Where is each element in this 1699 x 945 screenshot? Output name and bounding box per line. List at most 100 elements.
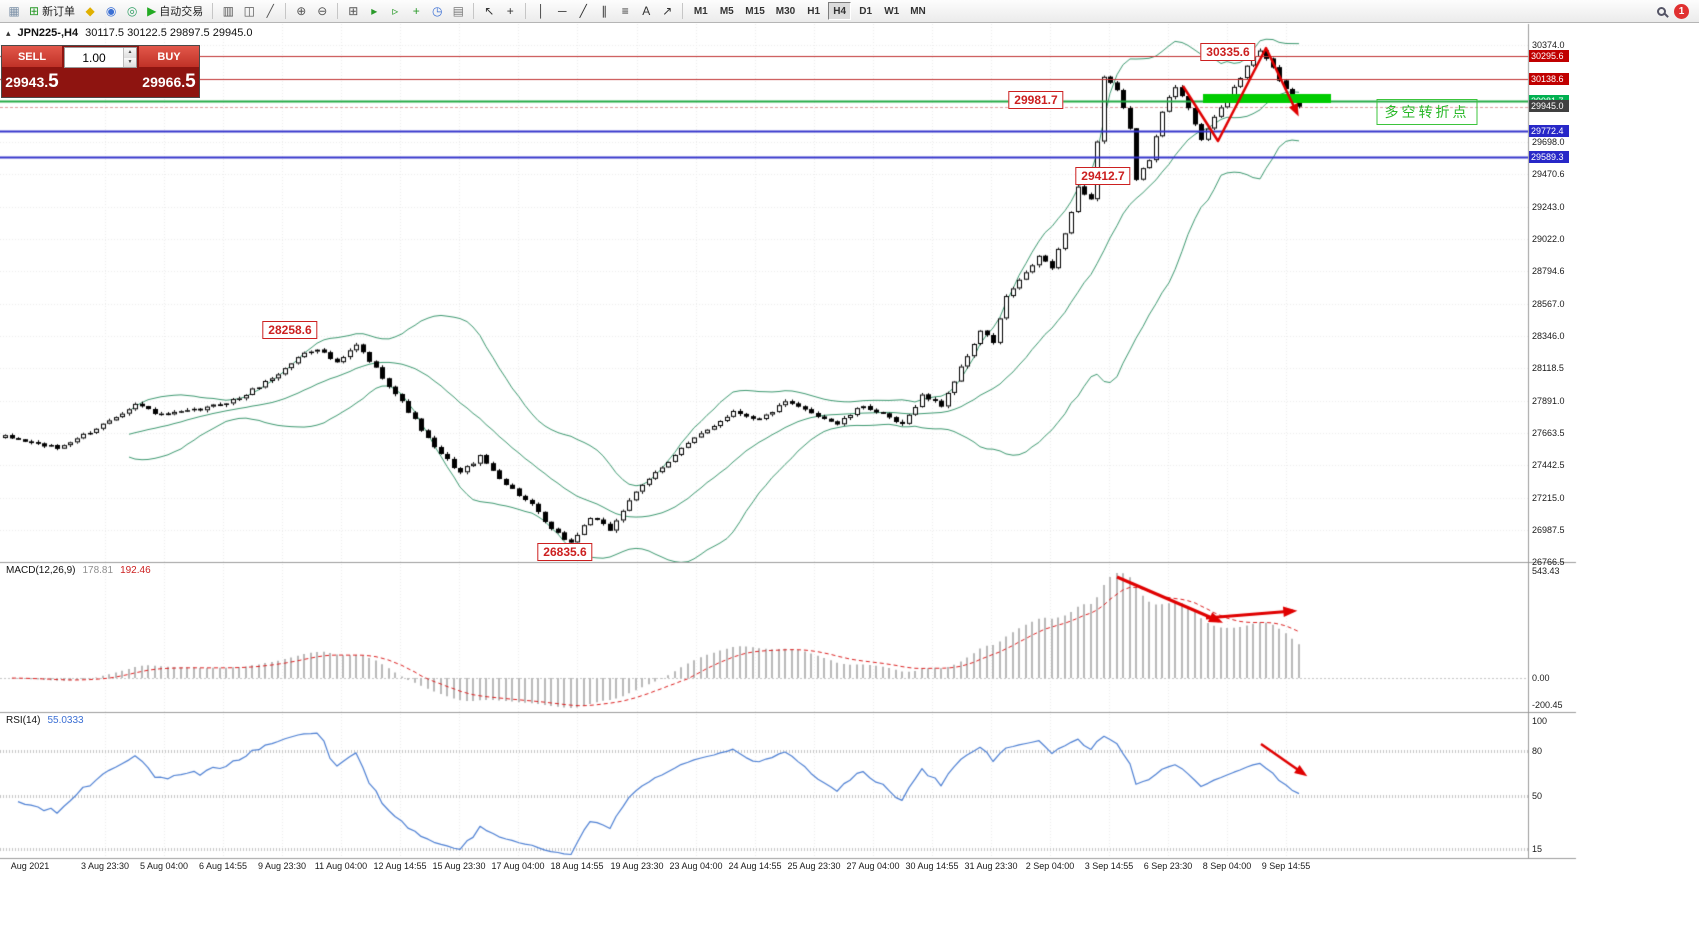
price-axis-label: 28794.6 (1532, 266, 1565, 276)
bar-chart-type-button[interactable]: ▥ (218, 2, 238, 21)
time-axis-label: 11 Aug 04:00 (314, 861, 368, 871)
time-axis-label: 17 Aug 04:00 (491, 861, 545, 871)
volume-down-button[interactable]: ▼ (124, 57, 136, 67)
price-tag-29589.3: 29589.3 (1529, 151, 1569, 163)
symbol-info: ▴ JPN225-,H4 30117.5 30122.5 29897.5 299… (6, 27, 252, 39)
fibonacci-button[interactable]: ≡ (615, 2, 635, 21)
new-order-button-label: 新订单 (42, 6, 76, 18)
channel-button[interactable]: ∥ (594, 2, 614, 21)
magnifier-icon (1656, 6, 1666, 16)
chart-symbol-icon: ▴ (6, 27, 11, 38)
volume-input[interactable] (65, 48, 123, 67)
new-order-button[interactable]: ⊞ 新订单 (25, 2, 79, 21)
timeframe-w1-button[interactable]: W1 (884, 5, 900, 17)
rsi-axis-label: 80 (1532, 746, 1543, 756)
autotrading-button-icon: ▶ (147, 4, 157, 18)
price-axis-label: 27663.5 (1532, 428, 1565, 438)
vertical-line-button[interactable]: │ (531, 2, 551, 21)
rsi-label-row: RSI(14) 55.0333 (6, 715, 84, 726)
chart-canvas[interactable] (0, 0, 1699, 880)
templates-button[interactable]: ▤ (448, 2, 468, 21)
cursor-button-icon: ↖ (484, 4, 495, 18)
toolbar-separator (682, 3, 684, 19)
new-order-button-icon: ⊞ (29, 4, 40, 18)
periods-button-icon: ◷ (432, 4, 443, 18)
timeframe-m30-button[interactable]: M30 (775, 5, 796, 17)
price-axis-label: 29470.6 (1532, 169, 1565, 179)
notification-badge[interactable]: 1 (1674, 3, 1689, 19)
price-callout-label[interactable]: 26835.6 (537, 543, 593, 561)
price-axis-label: 28118.5 (1532, 363, 1564, 373)
zoom-out-button[interactable]: ⊖ (312, 2, 332, 21)
price-callout-label[interactable]: 28258.6 (262, 321, 318, 339)
timeframe-m5-button[interactable]: M5 (719, 5, 734, 17)
rsi-value: 55.0333 (47, 715, 84, 726)
line-chart-type-button-icon: ╱ (266, 4, 274, 18)
timeframe-h1-button[interactable]: H1 (807, 5, 821, 17)
sell-price-frac: 5 (48, 71, 59, 92)
timeframe-h4-button[interactable]: H4 (828, 2, 852, 20)
toolbar: ▦ ⊞ 新订单 ◆ ◉ ◎ ▶ 自动交易 ▥ ◫ ╱ ⊕ ⊖ ⊞ ▸ ▹ + ◷ ▤ ↖ + │ ─ ╱ ∥ ≡ A ↗ M1 M5 M15… (0, 0, 1699, 23)
price-axis-label: 28567.0 (1532, 299, 1565, 309)
sell-button[interactable]: SELL 29943. 5 (2, 46, 62, 97)
time-axis-label: 6 Aug 14:55 (198, 861, 248, 871)
arrows-button-icon: ↗ (662, 4, 673, 18)
price-axis-label: 29698.0 (1532, 137, 1565, 147)
time-axis-label: 30 Aug 14:55 (905, 861, 959, 871)
timeframe-mn-button[interactable]: MN (910, 5, 926, 17)
metaeditor-button[interactable]: ◆ (80, 2, 100, 21)
candlestick-chart-type-button-icon: ◫ (243, 4, 255, 18)
price-callout-label[interactable]: 30335.6 (1200, 43, 1256, 61)
trendline-button[interactable]: ╱ (573, 2, 593, 21)
arrows-button[interactable]: ↗ (657, 2, 677, 21)
market-watch-button[interactable]: ◉ (101, 2, 121, 21)
volume-field: ▲ ▼ (62, 46, 139, 97)
timeframe-d1-button[interactable]: D1 (859, 5, 873, 17)
community-button[interactable]: ◎ (122, 2, 142, 21)
price-callout-label[interactable]: 29412.7 (1075, 167, 1131, 185)
tile-windows-button[interactable]: ⊞ (343, 2, 363, 21)
macd-signal-value: 192.46 (120, 565, 151, 576)
time-axis-label: 12 Aug 14:55 (373, 861, 427, 871)
autotrading-button[interactable]: ▶ 自动交易 (143, 2, 207, 21)
zoom-in-button[interactable]: ⊕ (291, 2, 311, 21)
templates-button-icon: ▤ (452, 4, 464, 18)
time-axis-label: 8 Sep 04:00 (1202, 861, 1252, 871)
zoom-out-button-icon: ⊖ (317, 4, 328, 18)
price-axis-label: 26987.5 (1532, 525, 1565, 535)
indicators-button-icon: + (412, 4, 420, 18)
periods-button[interactable]: ◷ (427, 2, 447, 21)
community-button-icon: ◎ (126, 4, 138, 18)
buy-button[interactable]: BUY 29966. 5 (139, 46, 199, 97)
volume-up-button[interactable]: ▲ (124, 48, 136, 58)
time-axis-label: 3 Aug 23:30 (80, 861, 130, 871)
candlestick-chart-type-button[interactable]: ◫ (239, 2, 259, 21)
timeframe-m15-button[interactable]: M15 (745, 5, 765, 17)
buy-price-frac: 5 (185, 71, 196, 92)
price-tag-30295.6: 30295.6 (1529, 50, 1569, 62)
rsi-axis-label: 100 (1532, 716, 1548, 726)
line-chart-type-button[interactable]: ╱ (260, 2, 280, 21)
chart-shift-button-icon: ▹ (392, 4, 399, 18)
text-button[interactable]: A (636, 2, 656, 21)
trendline-button-icon: ╱ (579, 4, 587, 18)
time-axis-label: 5 Aug 04:00 (139, 861, 189, 871)
price-callout-label[interactable]: 29981.7 (1008, 91, 1064, 109)
time-axis-label: 24 Aug 14:55 (728, 861, 782, 871)
auto-scroll-button[interactable]: ▸ (364, 2, 384, 21)
price-axis-label: 27891.0 (1532, 396, 1565, 406)
volume-box: ▲ ▼ (64, 47, 137, 68)
indicators-button[interactable]: + (406, 2, 426, 21)
horizontal-line-button[interactable]: ─ (552, 2, 572, 21)
open-chart-button[interactable]: ▦ (4, 2, 24, 21)
cursor-button[interactable]: ↖ (479, 2, 499, 21)
search-button[interactable] (1651, 2, 1671, 21)
chart-shift-button[interactable]: ▹ (385, 2, 405, 21)
crosshair-button[interactable]: + (500, 2, 520, 21)
turning-point-annotation[interactable]: 多空转折点 (1376, 99, 1478, 125)
time-axis-label: 18 Aug 14:55 (550, 861, 604, 871)
timeframe-m1-button[interactable]: M1 (693, 5, 708, 17)
metaeditor-button-icon: ◆ (85, 4, 95, 18)
